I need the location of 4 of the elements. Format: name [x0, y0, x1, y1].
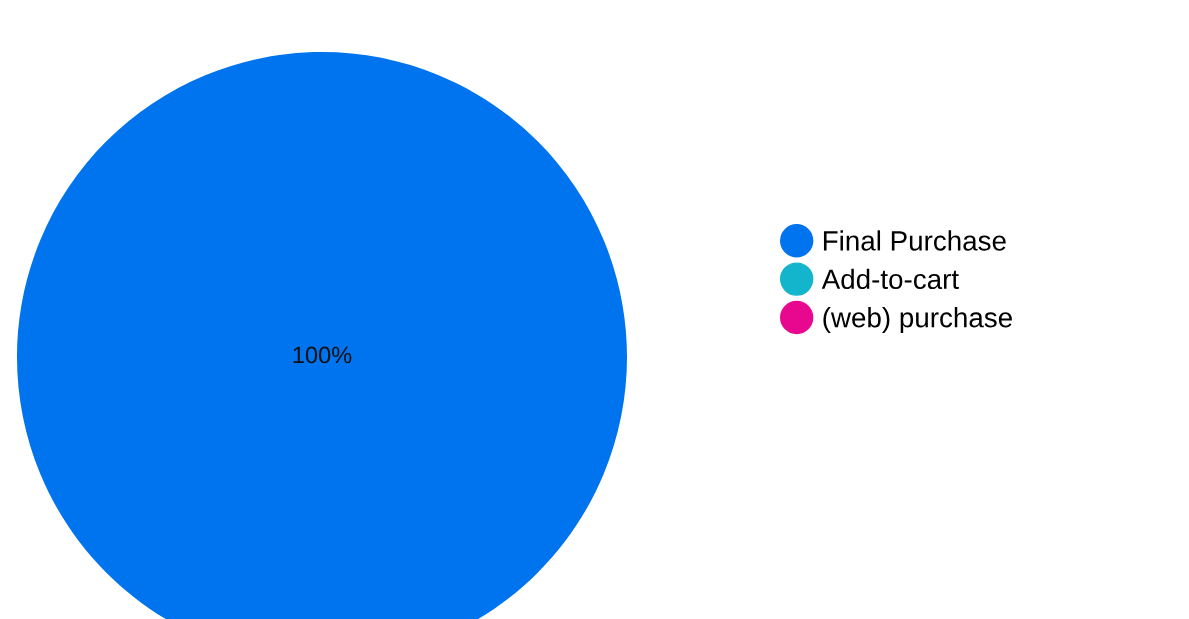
legend-label: (web) purchase: [823, 307, 1012, 333]
data-label: 100%: [293, 346, 352, 364]
legend-label: Add-to-cart: [821, 268, 959, 290]
legend-label: Final Purchase: [823, 230, 1006, 251]
